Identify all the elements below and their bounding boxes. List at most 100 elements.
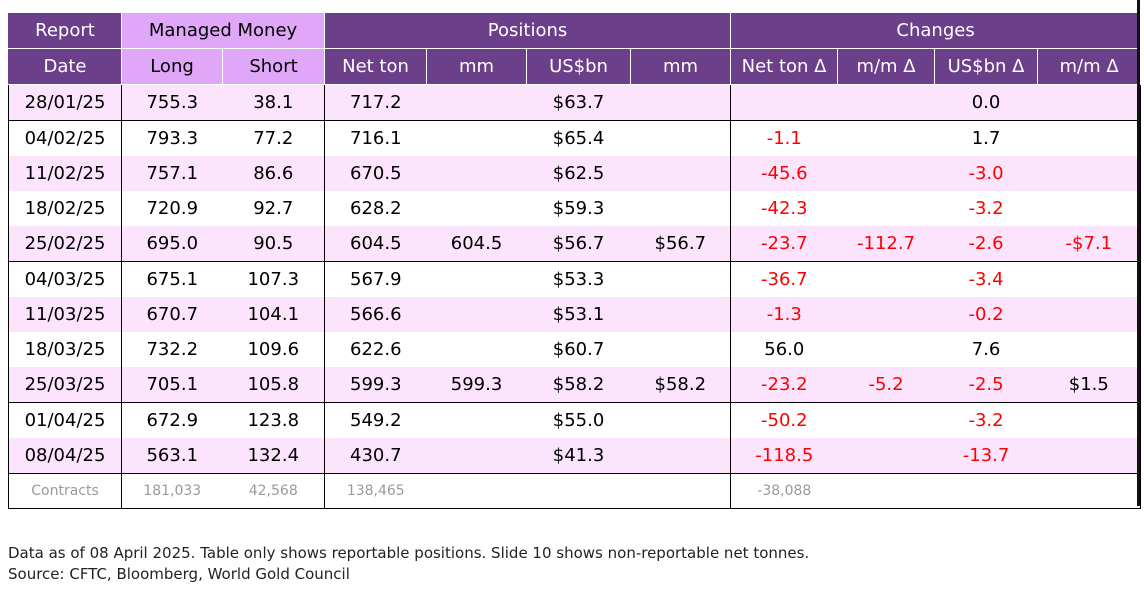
cell-short: 86.6 bbox=[222, 156, 326, 191]
contracts-long: 181,033 bbox=[121, 473, 223, 509]
cell-mm-delta bbox=[837, 332, 935, 367]
header-report: Report bbox=[8, 12, 122, 49]
table-row: 11/03/25 670.7 104.1 566.6 $53.1 -1.3 -0.2 bbox=[8, 297, 1142, 332]
cell-date: 11/02/25 bbox=[8, 156, 122, 191]
cell-net-ton: 716.1 bbox=[324, 120, 427, 156]
cell-mm-usbn-delta bbox=[1037, 120, 1142, 156]
cell-mm-usbn-delta bbox=[1037, 191, 1142, 226]
col-header-usbn-delta: US$bn Δ bbox=[934, 48, 1039, 85]
cell-net-ton: 628.2 bbox=[324, 191, 427, 226]
header-group-row: Report Managed Money Positions Changes bbox=[8, 12, 1142, 49]
cell-usbn: $41.3 bbox=[526, 438, 631, 474]
cell-long: 755.3 bbox=[121, 84, 223, 121]
cell-date: 18/02/25 bbox=[8, 191, 122, 226]
cell-date: 11/03/25 bbox=[8, 297, 122, 332]
cell-short: 92.7 bbox=[222, 191, 326, 226]
cell-long: 793.3 bbox=[121, 120, 223, 156]
contracts-net-ton-delta: -38,088 bbox=[730, 473, 838, 509]
col-header-mm-delta: m/m Δ bbox=[837, 48, 936, 85]
cell-usbn-delta: -13.7 bbox=[934, 438, 1038, 474]
cell-mm-usbn-delta bbox=[1037, 84, 1142, 121]
cell-usbn: $55.0 bbox=[526, 402, 631, 438]
cell-usbn-delta: -0.2 bbox=[934, 297, 1038, 332]
cell-mm bbox=[426, 297, 527, 332]
table-row: 25/02/25 695.0 90.5 604.5 604.5 $56.7 $56.7 -23… bbox=[8, 226, 1142, 262]
cell-net-ton-delta: -1.1 bbox=[730, 120, 838, 156]
header-positions: Positions bbox=[324, 12, 732, 49]
cell-mm bbox=[426, 84, 527, 121]
cell-usbn: $60.7 bbox=[526, 332, 631, 367]
table-row: 18/03/25 732.2 109.6 622.6 $60.7 56.0 7.6 bbox=[8, 332, 1142, 367]
col-header-date: Date bbox=[8, 48, 122, 85]
contracts-usbn-delta bbox=[934, 473, 1038, 509]
cell-mm-delta bbox=[837, 120, 935, 156]
cell-mm-usbn: $58.2 bbox=[630, 367, 732, 403]
cell-mm bbox=[426, 261, 527, 297]
table-row: 01/04/25 672.9 123.8 549.2 $55.0 -50.2 -3.2 bbox=[8, 402, 1142, 438]
cell-net-ton-delta: -45.6 bbox=[730, 156, 838, 191]
table-row: 25/03/25 705.1 105.8 599.3 599.3 $58.2 $58.2 -2… bbox=[8, 367, 1142, 403]
col-header-mm-usbn: mm bbox=[630, 48, 732, 85]
contracts-row: Contracts 181,033 42,568 138,465 -38,088 bbox=[8, 473, 1142, 509]
cell-net-ton-delta: 56.0 bbox=[730, 332, 838, 367]
cell-long: 670.7 bbox=[121, 297, 223, 332]
cell-mm-delta bbox=[837, 438, 935, 474]
cell-mm-delta bbox=[837, 297, 935, 332]
cell-usbn: $53.3 bbox=[526, 261, 631, 297]
cell-usbn: $56.7 bbox=[526, 226, 631, 262]
cell-net-ton: 670.5 bbox=[324, 156, 427, 191]
header-managed-money: Managed Money bbox=[120, 12, 326, 49]
contracts-net-ton: 138,465 bbox=[324, 473, 427, 509]
table-row: 08/04/25 563.1 132.4 430.7 $41.3 -118.5 -13.7 bbox=[8, 438, 1142, 474]
cell-mm-delta bbox=[837, 84, 935, 121]
cell-usbn-delta: 0.0 bbox=[934, 84, 1038, 121]
cell-mm-usbn bbox=[630, 438, 732, 474]
cell-date: 25/02/25 bbox=[8, 226, 122, 262]
contracts-mm-usbn-delta bbox=[1037, 473, 1142, 509]
cell-short: 107.3 bbox=[222, 261, 326, 297]
col-header-net-ton: Net ton bbox=[324, 48, 428, 85]
cell-usbn-delta: -2.6 bbox=[934, 226, 1038, 262]
cell-net-ton-delta: -50.2 bbox=[730, 402, 838, 438]
cell-net-ton: 599.3 bbox=[324, 367, 427, 403]
header-changes: Changes bbox=[730, 12, 1142, 49]
cell-mm-usbn bbox=[630, 402, 732, 438]
cell-mm-usbn-delta bbox=[1037, 297, 1142, 332]
cell-mm bbox=[426, 402, 527, 438]
cell-mm-usbn-delta bbox=[1037, 402, 1142, 438]
cell-date: 04/03/25 bbox=[8, 261, 122, 297]
cell-long: 675.1 bbox=[121, 261, 223, 297]
cell-usbn: $63.7 bbox=[526, 84, 631, 121]
cell-net-ton: 567.9 bbox=[324, 261, 427, 297]
cell-mm-usbn-delta bbox=[1037, 156, 1142, 191]
col-header-long: Long bbox=[121, 48, 223, 85]
cell-mm bbox=[426, 120, 527, 156]
cell-mm-delta bbox=[837, 191, 935, 226]
cell-long: 732.2 bbox=[121, 332, 223, 367]
cell-net-ton: 604.5 bbox=[324, 226, 427, 262]
cell-long: 757.1 bbox=[121, 156, 223, 191]
cell-usbn-delta: 7.6 bbox=[934, 332, 1038, 367]
cell-net-ton-delta: -118.5 bbox=[730, 438, 838, 474]
cell-net-ton: 717.2 bbox=[324, 84, 427, 121]
cell-mm-usbn bbox=[630, 120, 732, 156]
cell-short: 77.2 bbox=[222, 120, 326, 156]
cell-usbn-delta: -3.4 bbox=[934, 261, 1038, 297]
footnotes: Data as of 08 April 2025. Table only sho… bbox=[8, 543, 809, 585]
cell-long: 672.9 bbox=[121, 402, 223, 438]
cell-short: 109.6 bbox=[222, 332, 326, 367]
cell-mm: 599.3 bbox=[426, 367, 527, 403]
cftc-positions-table: Report Managed Money Positions Changes D… bbox=[8, 12, 1144, 509]
cell-mm-usbn bbox=[630, 84, 732, 121]
cell-net-ton-delta: -23.2 bbox=[730, 367, 838, 403]
cell-short: 105.8 bbox=[222, 367, 326, 403]
cell-short: 104.1 bbox=[222, 297, 326, 332]
cell-date: 25/03/25 bbox=[8, 367, 122, 403]
cell-usbn: $59.3 bbox=[526, 191, 631, 226]
cell-net-ton: 549.2 bbox=[324, 402, 427, 438]
cell-net-ton-delta: -36.7 bbox=[730, 261, 838, 297]
cell-mm bbox=[426, 438, 527, 474]
cell-mm-usbn-delta: $1.5 bbox=[1037, 367, 1142, 403]
cell-mm: 604.5 bbox=[426, 226, 527, 262]
